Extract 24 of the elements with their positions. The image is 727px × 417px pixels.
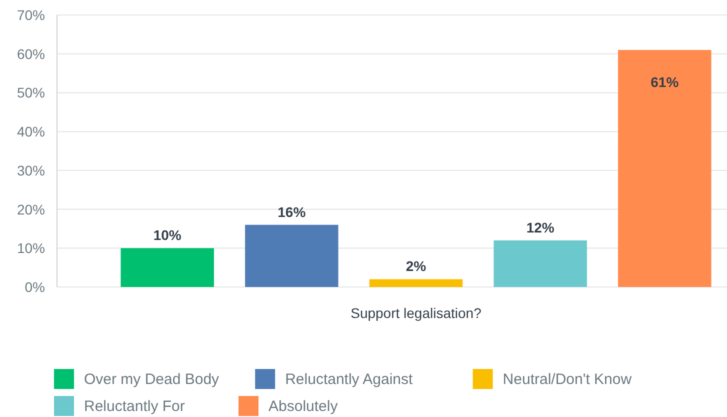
y-tick-label: 20% xyxy=(16,201,45,218)
data-label: 10% xyxy=(153,227,182,244)
legend-label: Absolutely xyxy=(268,398,338,415)
y-tick-label: 40% xyxy=(16,124,45,140)
data-label: 61% xyxy=(650,74,680,90)
x-axis-title: Support legalisation? xyxy=(350,305,482,321)
y-tick-label: 0% xyxy=(24,279,45,295)
legend-label: Over my Dead Body xyxy=(84,371,220,388)
data-label: 16% xyxy=(278,204,306,220)
y-tick-label: 10% xyxy=(16,240,45,256)
y-tick-label: 70% xyxy=(16,7,45,23)
y-tick-label: 30% xyxy=(16,162,45,178)
bar xyxy=(618,50,712,287)
data-label: 12% xyxy=(526,219,555,236)
bar xyxy=(494,240,587,287)
bar xyxy=(369,279,463,287)
legend-label: Reluctantly Against xyxy=(285,371,414,388)
legend-label: Neutral/Don't Know xyxy=(502,371,632,388)
y-tick-label: 50% xyxy=(16,84,45,101)
bar xyxy=(120,248,214,287)
data-label: 2% xyxy=(406,258,427,274)
y-tick-label: 60% xyxy=(16,46,45,62)
bar xyxy=(245,224,338,287)
legend-label: Reluctantly For xyxy=(84,398,185,415)
